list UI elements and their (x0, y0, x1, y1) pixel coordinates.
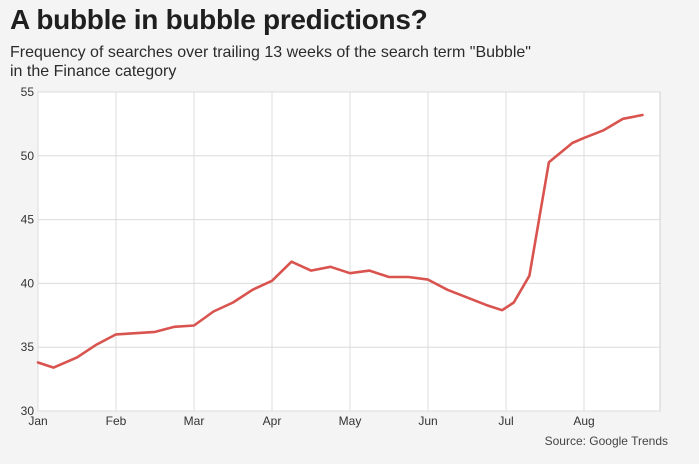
y-tick-label: 45 (21, 213, 35, 227)
x-tick-label: Jun (418, 414, 437, 428)
y-tick-label: 55 (21, 85, 35, 99)
x-tick-label: Jul (498, 414, 513, 428)
chart-title: A bubble in bubble predictions? (10, 4, 428, 35)
y-tick-label: 35 (21, 340, 35, 354)
x-tick-label: Feb (106, 414, 127, 428)
x-tick-label: Apr (263, 414, 282, 428)
subtitle-line-1: Frequency of searches over trailing 13 w… (10, 44, 531, 61)
y-tick-label: 40 (21, 276, 35, 290)
x-tick-label: Aug (573, 414, 594, 428)
plot-background (37, 91, 661, 412)
y-tick-label: 30 (21, 404, 35, 418)
x-tick-label: Jan (28, 414, 47, 428)
chart-subtitle: Frequency of searches over trailing 13 w… (10, 43, 670, 81)
subtitle-line-2: in the Finance category (10, 63, 177, 80)
x-tick-label: May (339, 414, 362, 428)
series-line (36, 113, 644, 369)
x-tick-label: Mar (184, 414, 205, 428)
source-note: Source: Google Trends (544, 434, 668, 448)
y-tick-label: 50 (21, 149, 35, 163)
